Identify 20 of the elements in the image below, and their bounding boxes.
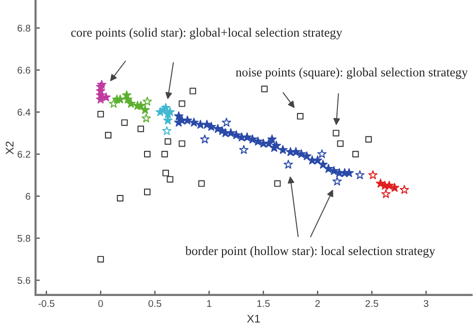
y-tick-label: 6.8 (18, 24, 30, 32)
y-tick-label: 6.2 (18, 150, 30, 158)
annotation: noise points (square): global selection strategy (236, 68, 468, 80)
annotation: core points (solid star): global+local selection strategy (71, 28, 342, 40)
y-axis-title: X2 (6, 142, 14, 154)
x-tick-label: 2.5 (366, 300, 378, 307)
x-tick-label: 0.5 (148, 300, 162, 307)
x-tick-label: 2 (315, 300, 320, 307)
x-axis-title: X1 (247, 314, 260, 322)
y-tick-label: 6.6 (18, 66, 30, 74)
x-tick-label: 3 (424, 300, 428, 307)
x-tick-label: 0 (98, 300, 103, 307)
y-tick-label: 6.4 (18, 108, 30, 116)
y-tick-label: 5.8 (18, 234, 30, 242)
y-tick-label: 5.6 (18, 276, 30, 284)
annotation: border point (hollow star): local selection strategy (185, 246, 436, 258)
y-tick-label: 6 (26, 192, 30, 200)
x-tick-label: 1 (207, 300, 212, 307)
x-tick-label: 1.5 (257, 300, 270, 307)
x-tick-label: -0.5 (38, 300, 54, 307)
